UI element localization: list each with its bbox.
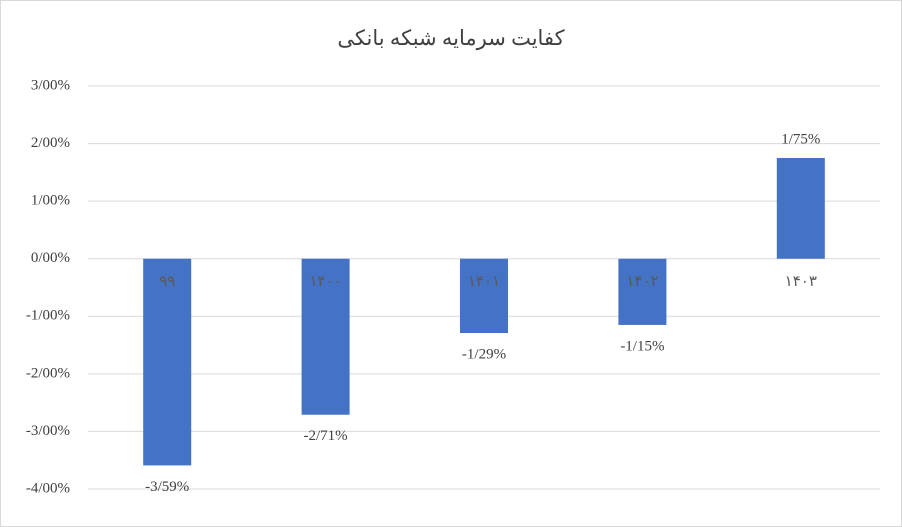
y-tick-label: -4/00%	[26, 480, 70, 496]
x-tick-label: ۱۴۰۱	[468, 274, 500, 290]
x-tick-label: ۱۴۰۲	[626, 274, 658, 290]
x-tick-label: ۱۴۰۳	[785, 274, 817, 290]
value-label: -1/29%	[462, 346, 506, 362]
bar	[460, 258, 508, 333]
value-label: -3/59%	[145, 479, 189, 495]
y-tick-label: -3/00%	[26, 423, 70, 439]
bar	[143, 258, 192, 466]
value-label: -1/15%	[620, 338, 664, 354]
y-tick-label: -1/00%	[26, 308, 70, 324]
bar	[618, 258, 667, 325]
value-label: 1/75%	[781, 131, 820, 147]
bar	[301, 258, 350, 415]
y-tick-label: 3/00%	[31, 77, 70, 93]
value-label: -2/71%	[304, 428, 348, 444]
y-tick-label: 2/00%	[31, 135, 70, 151]
y-tick-label: 1/00%	[31, 193, 70, 209]
bar	[776, 157, 825, 259]
y-tick-label: -2/00%	[26, 365, 70, 381]
y-tick-label: 0/00%	[31, 250, 70, 266]
x-tick-label: ۱۴۰۰	[309, 274, 341, 290]
chart-title: کفایت سرمایه شبکه بانکی	[337, 26, 564, 51]
x-tick-label: ۹۹	[159, 274, 175, 290]
